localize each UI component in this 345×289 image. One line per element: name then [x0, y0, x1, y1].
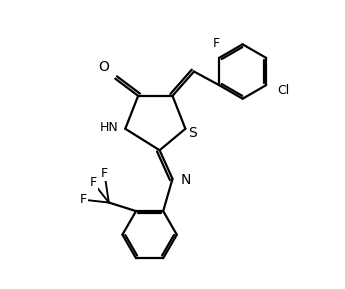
Text: F: F	[101, 167, 108, 180]
Text: F: F	[213, 37, 220, 50]
Text: S: S	[188, 126, 197, 140]
Text: O: O	[98, 60, 109, 74]
Text: Cl: Cl	[277, 84, 289, 97]
Text: N: N	[180, 173, 190, 187]
Text: HN: HN	[100, 121, 119, 134]
Text: F: F	[89, 176, 97, 189]
Text: F: F	[79, 193, 87, 206]
